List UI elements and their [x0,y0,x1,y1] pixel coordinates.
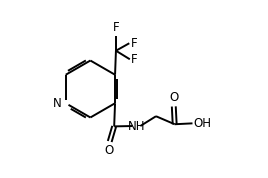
Text: OH: OH [194,117,212,130]
Text: O: O [104,144,113,157]
Text: F: F [131,37,137,50]
Text: O: O [169,91,178,104]
Text: NH: NH [128,119,145,133]
Text: F: F [131,53,138,66]
Text: N: N [53,97,62,110]
Text: F: F [113,21,119,34]
